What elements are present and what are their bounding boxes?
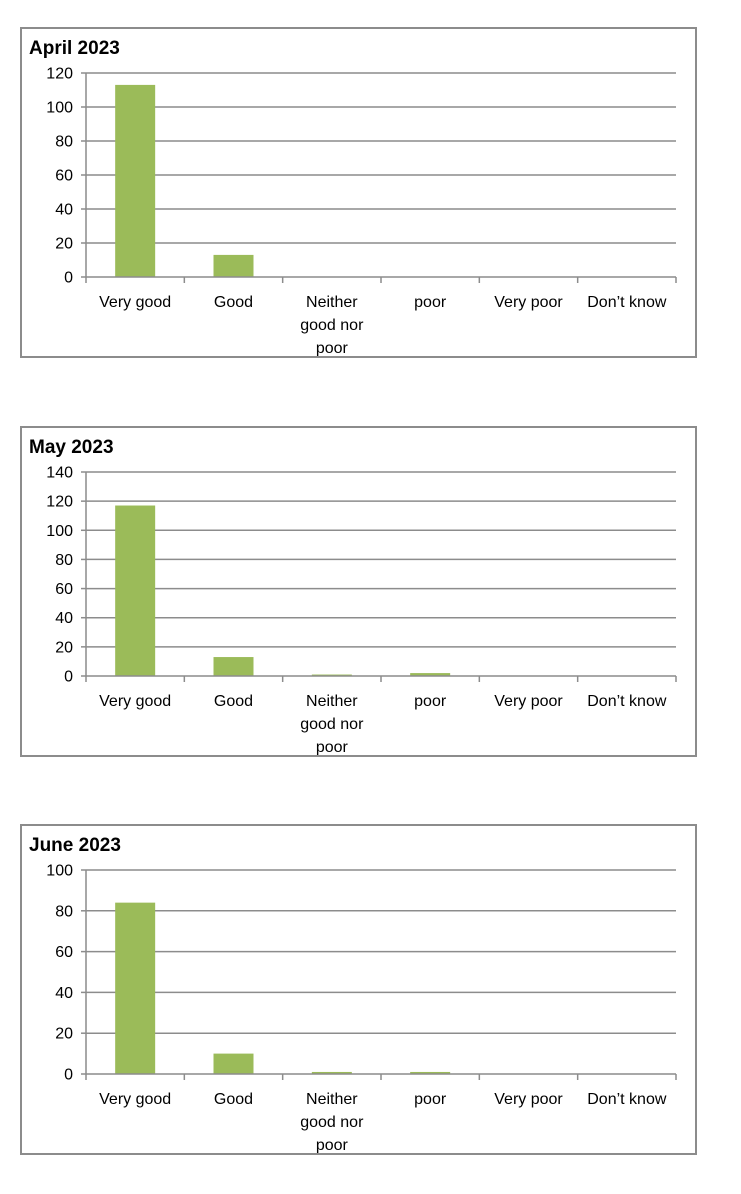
x-tick-label: Neither	[306, 693, 358, 710]
x-tick-label: Very poor	[494, 294, 563, 311]
x-tick-label: Good	[214, 1091, 253, 1108]
y-tick-label: 100	[46, 100, 73, 117]
y-tick-label: 20	[55, 236, 73, 253]
y-tick-label: 20	[55, 639, 73, 656]
bar	[410, 673, 451, 676]
y-tick-label: 80	[55, 134, 73, 151]
bar	[410, 1071, 451, 1074]
y-tick-label: 0	[64, 669, 73, 686]
y-tick-label: 40	[55, 610, 73, 627]
bar	[213, 657, 254, 676]
x-tick-label: Very poor	[494, 693, 563, 710]
y-tick-label: 0	[64, 1067, 73, 1084]
y-tick-label: 60	[55, 581, 73, 598]
bar	[311, 1071, 352, 1074]
x-tick-label: Neither	[306, 294, 358, 311]
chart-april: April 2023 0 20 40 60 80 100 120 Very good Good N…	[29, 38, 677, 356]
x-tick-label: Don’t know	[587, 1091, 667, 1108]
chart-title: April 2023	[29, 38, 120, 59]
x-tick-label: poor	[316, 739, 349, 755]
y-tick-label: 120	[46, 66, 73, 83]
y-tick-label: 80	[55, 552, 73, 569]
x-tick-label: Very good	[99, 1091, 171, 1108]
y-tick-label: 120	[46, 494, 73, 511]
chart-panel-june: June 2023 0 20 40 60 80 100 Very good Good Neith…	[20, 824, 697, 1155]
x-tick-label: Very good	[99, 294, 171, 311]
y-tick-label: 100	[46, 863, 73, 880]
x-tick-label: Neither	[306, 1091, 358, 1108]
y-tick-label: 40	[55, 985, 73, 1002]
chart-title: May 2023	[29, 437, 114, 458]
x-tick-label: Very poor	[494, 1091, 563, 1108]
bar	[115, 84, 156, 278]
bar	[115, 902, 156, 1074]
x-tick-label: poor	[414, 693, 447, 710]
x-tick-label: Good	[214, 294, 253, 311]
x-tick-label: poor	[316, 340, 349, 356]
x-tick-label: Good	[214, 693, 253, 710]
x-tick-label: good nor	[300, 1114, 364, 1131]
y-tick-label: 100	[46, 523, 73, 540]
y-tick-label: 60	[55, 168, 73, 185]
chart-title: June 2023	[29, 835, 121, 856]
x-tick-label: good nor	[300, 716, 364, 733]
x-tick-label: Don’t know	[587, 693, 667, 710]
bar	[213, 254, 254, 277]
bar	[115, 505, 156, 676]
y-tick-label: 80	[55, 903, 73, 920]
x-tick-label: Don’t know	[587, 294, 667, 311]
x-tick-label: poor	[414, 1091, 447, 1108]
x-tick-label: Very good	[99, 693, 171, 710]
bar	[213, 1053, 254, 1074]
x-tick-label: poor	[414, 294, 447, 311]
chart-may: May 2023 0 20 40 60 80 100 120 140 Very good Good…	[29, 437, 677, 755]
x-tick-label: good nor	[300, 317, 364, 334]
chart-june: June 2023 0 20 40 60 80 100 Very good Good Neith…	[29, 835, 677, 1153]
y-tick-label: 140	[46, 465, 73, 482]
y-tick-label: 40	[55, 202, 73, 219]
chart-panel-may: May 2023 0 20 40 60 80 100 120 140 Very good Good…	[20, 426, 697, 757]
x-tick-label: poor	[316, 1137, 349, 1153]
y-tick-label: 20	[55, 1026, 73, 1043]
y-tick-label: 60	[55, 944, 73, 961]
y-tick-label: 0	[64, 270, 73, 287]
chart-panel-april: April 2023 0 20 40 60 80 100 120 Very good Good N…	[20, 27, 697, 358]
